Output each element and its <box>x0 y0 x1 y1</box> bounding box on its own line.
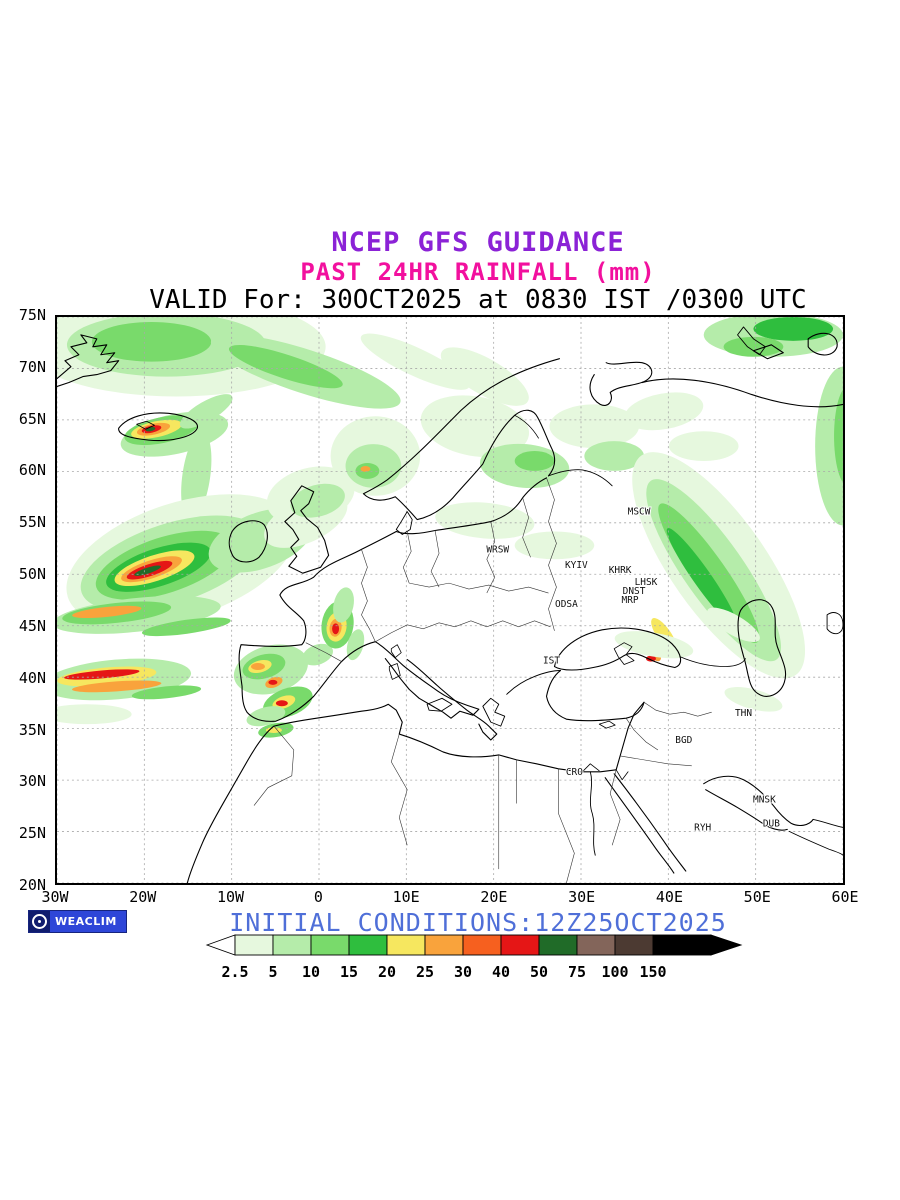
colorbar-segment <box>462 934 502 956</box>
city-label: THN <box>735 708 752 719</box>
initial-conditions-line: INITIAL CONDITIONS:12Z25OCT2025 <box>229 908 727 937</box>
colorbar-right-arrow <box>710 934 743 956</box>
colorbar-segment <box>386 934 426 956</box>
city-label: MNSK <box>753 795 776 806</box>
weaclim-logo-text: WEACLIM <box>55 915 117 928</box>
lon-tick-label: 40E <box>655 888 683 906</box>
colorbar-segment <box>500 934 540 956</box>
rainfall-shading <box>57 317 843 738</box>
chart-titles: NCEP GFS GUIDANCE PAST 24HR RAINFALL (mm… <box>56 227 900 315</box>
coastlines <box>57 326 843 883</box>
lat-tick-label: 65N <box>18 409 46 428</box>
lon-tick-label: 10W <box>217 888 245 906</box>
lon-tick-label: 30E <box>568 888 596 906</box>
city-label: BGD <box>675 735 692 746</box>
valid-time-line: VALID For: 30OCT2025 at 0830 IST /0300 U… <box>149 285 807 315</box>
rainfall-colorbar: 2.5 5 10 15 20 25 30 40 50 75 100 150 <box>205 934 743 981</box>
colorbar-tick-label: 5 <box>268 963 277 981</box>
colorbar-tick-label: 150 <box>639 963 666 981</box>
lon-tick-label: 60E <box>831 888 859 906</box>
city-label: CRO <box>566 767 583 778</box>
lat-tick-label: 25N <box>18 824 46 843</box>
lat-tick-label: 60N <box>18 461 46 480</box>
colorbar-tick-label: 2.5 <box>221 963 248 981</box>
city-label: RYH <box>694 822 711 833</box>
colorbar-segment <box>576 934 616 956</box>
lat-tick-label: 40N <box>18 668 46 687</box>
city-label: DUB <box>763 818 780 829</box>
lat-tick-label: 35N <box>18 720 46 739</box>
lat-tick-label: 70N <box>18 357 46 376</box>
longitude-axis: 30W 20W 10W 0 10E 20E 30E 40E 50E 60E <box>41 888 858 908</box>
colorbar-segment <box>424 934 464 956</box>
colorbar-tick-label: 10 <box>302 963 320 981</box>
lon-tick-label: 0 <box>313 888 323 906</box>
city-label: WRSW <box>486 544 509 555</box>
city-label: MRP <box>622 595 639 606</box>
colorbar-tick-label: 100 <box>601 963 628 981</box>
lat-tick-label: 75N <box>18 306 46 324</box>
lon-tick-label: 10E <box>392 888 420 906</box>
colorbar-segment <box>234 934 274 956</box>
colorbar-segment <box>652 934 712 956</box>
country-borders <box>253 477 712 883</box>
colorbar-tick-label: 20 <box>378 963 396 981</box>
lon-tick-label: 20W <box>129 888 157 906</box>
weaclim-logo-icon <box>29 911 50 932</box>
colorbar-segment <box>348 934 388 956</box>
colorbar-tick-label: 25 <box>416 963 434 981</box>
chart-title: NCEP GFS GUIDANCE <box>331 227 625 258</box>
latitude-axis: 75N 70N 65N 60N 55N 50N 45N 40N 35N 30N 25N 20N <box>0 306 48 894</box>
city-label: KHRK <box>609 565 632 576</box>
weaclim-badge: WEACLIM <box>28 910 127 933</box>
city-label: IST <box>543 656 560 667</box>
colorbar-tick-label: 50 <box>530 963 548 981</box>
city-label: KYIV <box>565 560 588 571</box>
colorbar-tick-label: 15 <box>340 963 358 981</box>
lat-tick-label: 20N <box>18 876 46 894</box>
lon-tick-label: 30W <box>41 888 69 906</box>
city-label: ODSA <box>555 599 578 610</box>
city-label: DNST <box>623 586 646 597</box>
lat-tick-label: 55N <box>18 513 46 532</box>
colorbar-segment <box>614 934 654 956</box>
lat-tick-label: 30N <box>18 772 46 791</box>
colorbar-tick-label: 30 <box>454 963 472 981</box>
colorbar-segment <box>310 934 350 956</box>
colorbar-tick-label: 75 <box>568 963 586 981</box>
colorbar-left-arrow <box>205 934 236 956</box>
lat-tick-label: 45N <box>18 616 46 635</box>
lon-tick-label: 20E <box>480 888 508 906</box>
city-label: MSCW <box>628 507 651 518</box>
colorbar-tick-label: 40 <box>492 963 510 981</box>
colorbar-segment <box>272 934 312 956</box>
lat-tick-label: 50N <box>18 565 46 584</box>
lon-tick-label: 50E <box>743 888 771 906</box>
city-label: LHSK <box>635 577 658 588</box>
chart-subtitle: PAST 24HR RAINFALL (mm) <box>300 258 656 286</box>
colorbar-segment <box>538 934 578 956</box>
map-area: MSCW WRSW KYIV KHRK LHSK DNST MRP ODSA IST THN BGD… <box>55 315 845 885</box>
